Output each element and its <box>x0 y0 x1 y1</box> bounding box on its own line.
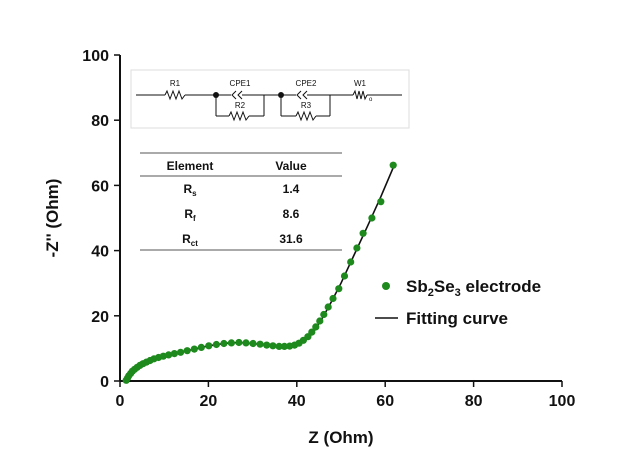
data-point <box>335 285 343 293</box>
data-point <box>212 340 220 349</box>
w1-label-text: W1 <box>354 79 367 88</box>
circuit-box <box>130 69 410 129</box>
y-tick-group: 0 20 40 60 80 100 <box>82 48 120 391</box>
resistor-r2 <box>228 110 250 122</box>
x-tick-group: 0 20 40 60 80 100 <box>116 381 576 410</box>
data-point <box>329 294 337 303</box>
parameter-table: Element Value Rs 1.4 Rf 8.6 Rct 31.6 <box>140 152 342 251</box>
data-point <box>220 339 228 348</box>
x-tick-label: 60 <box>376 393 394 410</box>
table-header-value: Value <box>275 159 307 173</box>
data-point <box>368 214 376 222</box>
x-tick-label: 80 <box>465 393 483 410</box>
table-row-rs-value: 1.4 <box>283 182 300 196</box>
x-tick-label: 100 <box>549 393 576 410</box>
cpe1-label: CPE1 <box>230 79 251 88</box>
resistor-r1 <box>164 89 186 101</box>
rs-symbol: R <box>183 182 192 196</box>
cpe1-symbol <box>231 90 237 100</box>
y-axis-label: -Z'' (Ohm) <box>43 179 62 258</box>
x-tick-label: 40 <box>288 393 306 410</box>
data-point <box>340 272 349 280</box>
table-row-rs-element: Rs <box>183 182 197 198</box>
data-point <box>170 350 178 358</box>
x-axis-label: Z (Ohm) <box>308 428 373 447</box>
data-point <box>177 348 185 356</box>
table-row-rct-element: Rct <box>182 232 198 248</box>
resistor-r3 <box>295 110 317 122</box>
legend-text: electrode <box>461 277 541 296</box>
legend-label-fit: Fitting curve <box>406 309 508 328</box>
r1-label: R1 <box>170 79 181 88</box>
rct-symbol: R <box>182 232 191 246</box>
data-point <box>377 198 385 206</box>
data-point <box>389 161 397 169</box>
table-row-rf-element: Rf <box>184 207 196 223</box>
table-row-rct-value: 31.6 <box>279 232 303 246</box>
legend-subscript: 2 <box>428 287 434 299</box>
y-tick-label: 80 <box>91 113 109 130</box>
y-tick-label: 40 <box>91 244 109 261</box>
r2-label: R2 <box>235 101 246 110</box>
data-point <box>190 345 198 353</box>
legend-text: Se <box>434 277 455 296</box>
data-point <box>280 342 288 350</box>
data-point <box>242 339 250 347</box>
data-point <box>269 342 277 350</box>
data-point <box>205 342 213 350</box>
data-point <box>263 341 271 349</box>
legend-marker-electrode <box>382 282 390 290</box>
data-point <box>249 339 257 348</box>
y-tick-label: 100 <box>82 48 109 65</box>
data-point <box>183 347 191 355</box>
y-tick-label: 60 <box>91 178 109 195</box>
x-tick-label: 20 <box>200 393 218 410</box>
cpe2-symbol <box>296 90 302 100</box>
cpe1-symbol <box>237 90 243 100</box>
data-point <box>256 340 264 348</box>
data-point <box>275 342 283 350</box>
rf-symbol: R <box>184 207 193 221</box>
legend: Sb2Se3 electrode Fitting curve <box>375 277 541 328</box>
cpe2-label: CPE2 <box>296 79 317 88</box>
table-header-element: Element <box>167 159 214 173</box>
data-point <box>353 244 361 252</box>
axes <box>119 55 562 382</box>
data-point <box>347 258 355 266</box>
data-point <box>308 328 316 336</box>
data-point <box>359 229 367 237</box>
y-tick-label: 20 <box>91 309 109 326</box>
table-row-rf-value: 8.6 <box>283 207 300 221</box>
data-point <box>320 310 328 319</box>
data-point <box>324 303 332 311</box>
legend-text: Sb <box>406 277 428 296</box>
warburg-w1 <box>352 89 368 101</box>
y-tick-label: 0 <box>100 374 109 391</box>
legend-subscript: 3 <box>455 287 461 299</box>
r3-label: R3 <box>301 101 312 110</box>
data-points <box>122 161 397 384</box>
data-point <box>227 339 235 347</box>
w1-subscript: o <box>369 97 373 103</box>
w1-label: W1 <box>354 79 367 88</box>
data-point <box>316 317 324 325</box>
equivalent-circuit-inset: R1 CPE1 R2 CPE2 R3 W1 o <box>130 69 410 129</box>
legend-label-electrode: Sb2Se3 electrode <box>406 277 541 299</box>
rs-subscript: s <box>192 189 197 198</box>
fitting-curve-line <box>125 165 395 382</box>
data-point <box>312 323 320 331</box>
data-point <box>197 343 205 351</box>
data-point <box>235 338 243 347</box>
rf-subscript: f <box>193 214 196 223</box>
cpe2-symbol <box>302 90 308 100</box>
x-tick-label: 0 <box>116 393 125 410</box>
data-point <box>165 351 173 359</box>
rct-subscript: ct <box>191 239 198 248</box>
